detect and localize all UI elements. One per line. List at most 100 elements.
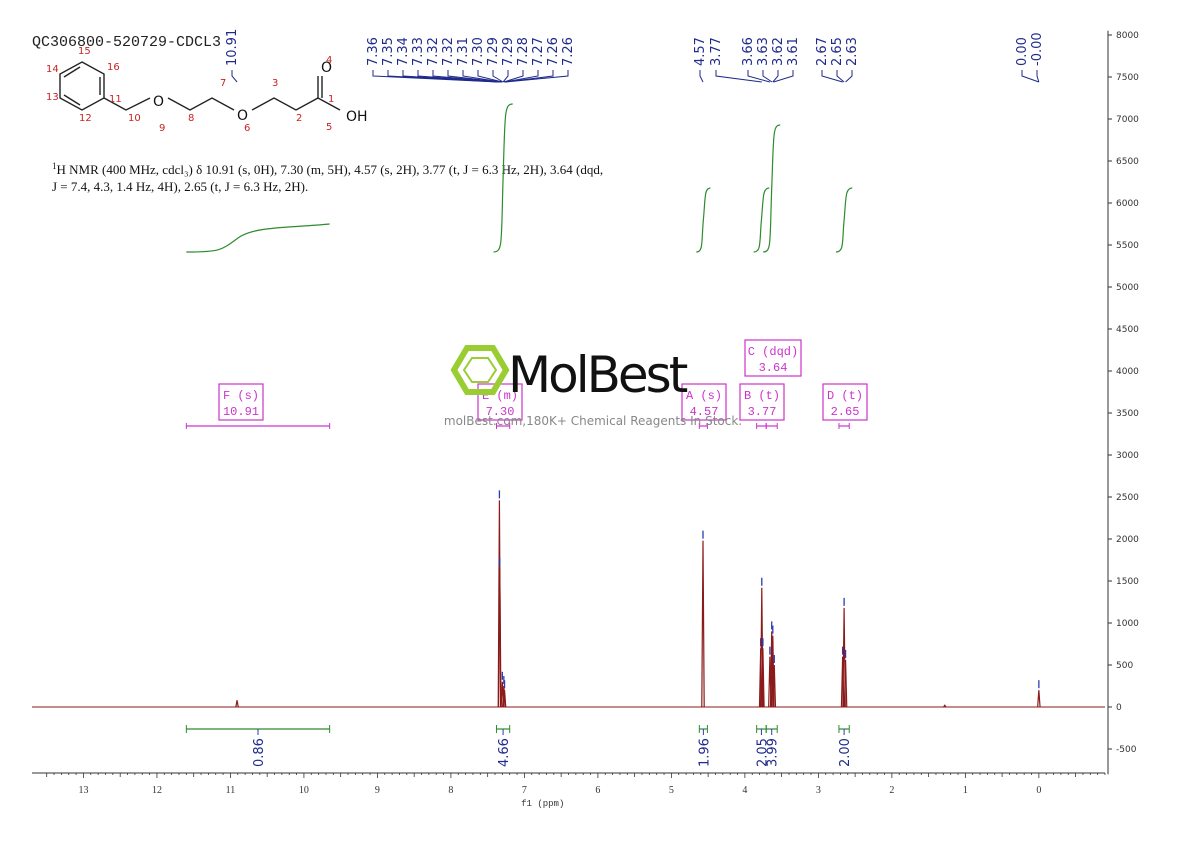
integral-value: 3.99 <box>766 738 781 767</box>
x-axis-label: f1 (ppm) <box>521 799 564 809</box>
y-tick-label: 3500 <box>1116 409 1139 419</box>
peak-label: 7.35 <box>381 37 396 66</box>
peak-label: 0.00 <box>1015 37 1030 66</box>
peak-label: 3.66 <box>741 37 756 66</box>
peak-label-connector <box>762 70 773 83</box>
atom-number: 1 <box>328 94 334 105</box>
x-tick-label: 2 <box>889 785 894 796</box>
hetero-atom-label: OH <box>346 109 368 125</box>
integrals: 0.86 4.66 1.96 2.053.99 2.00 <box>185 103 853 767</box>
peak-label: 7.26 <box>561 37 576 66</box>
x-tick-label: 13 <box>78 785 88 796</box>
multiplet-label: D (t) <box>827 389 863 403</box>
peak-label: 7.29 <box>501 37 516 66</box>
multiplet-shift: 3.77 <box>748 405 777 419</box>
x-tick-label: 9 <box>375 785 380 796</box>
y-tick-label: 8000 <box>1116 31 1139 41</box>
peak-label-connector <box>773 70 794 83</box>
x-tick-label: 10 <box>299 785 309 796</box>
peak-label: 7.36 <box>366 37 381 66</box>
y-tick-label: 7000 <box>1116 115 1139 125</box>
atom-number: 6 <box>244 123 250 134</box>
multiplet-label: B (t) <box>744 389 780 403</box>
spectrum-peak <box>502 685 506 708</box>
watermark-brand: MolBest <box>508 346 688 404</box>
watermark-logo-icon <box>450 345 510 395</box>
x-tick-label: 7 <box>522 785 527 796</box>
spectrum <box>32 490 1105 708</box>
spectrum-peak <box>235 700 239 708</box>
multiplet-label: C (dqd) <box>748 345 798 359</box>
nmr-description: 1H NMR (400 MHz, cdcl₃) δ 10.91 (s, 0H),… <box>52 161 603 194</box>
y-tick-label: 0 <box>1116 703 1122 713</box>
x-tick-label: 6 <box>595 785 600 796</box>
y-tick-label: 1500 <box>1116 577 1139 587</box>
y-tick-label: 5500 <box>1116 241 1139 251</box>
peak-label-connector <box>502 70 509 83</box>
multiplet-box <box>744 339 802 377</box>
x-tick-label: 5 <box>669 785 674 796</box>
atom-number: 8 <box>188 113 194 124</box>
atom-number: 10 <box>128 113 141 124</box>
spectrum-peak <box>701 540 705 708</box>
integral-value: 0.86 <box>252 738 267 767</box>
atom-number: 7 <box>220 78 226 89</box>
peak-label-connector <box>503 70 524 83</box>
peak-label-connector <box>821 70 843 83</box>
peak-label: 7.29 <box>486 37 501 66</box>
y-tick-label: 6500 <box>1116 157 1139 167</box>
integral-value: 4.66 <box>497 738 512 767</box>
peak-label: 7.28 <box>516 37 531 66</box>
peak-label-connector <box>845 70 853 83</box>
integral-curve <box>696 187 711 253</box>
atom-number: 11 <box>109 94 122 105</box>
x-tick-label: 8 <box>448 785 453 796</box>
peak-label: 2.67 <box>815 37 830 66</box>
y-axis: -500 0 500 1000 1500 2000 2500 3000 3500 4000 4500… <box>1107 30 1139 775</box>
integral-curve <box>763 124 781 253</box>
y-tick-label: 4000 <box>1116 367 1139 377</box>
y-tick-label: 4500 <box>1116 325 1139 335</box>
watermark-tagline: molBest.com,180K+ Chemical Reagents In S… <box>444 414 742 428</box>
x-tick-label: 1 <box>963 785 968 796</box>
integral-curve <box>835 187 853 253</box>
atom-number: 3 <box>272 78 278 89</box>
hetero-atom-label: O <box>153 94 164 110</box>
peak-label: 3.63 <box>756 37 771 66</box>
spectrum-peak <box>1037 690 1041 708</box>
hetero-atom-label: O <box>321 60 332 76</box>
y-tick-label: 1000 <box>1116 619 1139 629</box>
y-tick-label: 5000 <box>1116 283 1139 293</box>
x-tick-label: 12 <box>152 785 162 796</box>
y-tick-label: 500 <box>1116 661 1133 671</box>
peak-label: 7.33 <box>411 37 426 66</box>
spectrum-peak <box>497 568 502 708</box>
y-tick-label: 2000 <box>1116 535 1139 545</box>
peak-label-connector <box>477 70 503 83</box>
y-tick-label: 3000 <box>1116 451 1139 461</box>
chain-bonds-3 <box>251 97 319 111</box>
x-axis: 13 12 11 10 9 8 7 6 5 4 3 2 1 0f1 (ppm) <box>32 772 1106 809</box>
multiplet-shift: 4.57 <box>690 405 719 419</box>
multiplet-label: F (s) <box>223 389 259 403</box>
peak-label: 2.65 <box>830 37 845 66</box>
peak-label: 3.77 <box>709 37 724 66</box>
atom-number: 14 <box>46 64 59 75</box>
spectrum-peak <box>772 664 777 708</box>
atom-number: 5 <box>326 122 332 133</box>
y-tick-label: 2500 <box>1116 493 1139 503</box>
multiplet-box <box>218 383 264 421</box>
atom-number: 15 <box>78 46 91 57</box>
peak-label-connector <box>1021 70 1040 83</box>
peak-label-connector <box>462 70 502 83</box>
peak-label: 4.57 <box>693 37 708 66</box>
multiplet-label: A (s) <box>686 389 722 403</box>
integral-value: 2.00 <box>838 738 853 767</box>
peak-label-connector <box>699 70 704 83</box>
y-tick-label: 6000 <box>1116 199 1139 209</box>
peak-label: -0.00 <box>1030 32 1045 66</box>
y-tick-label: -500 <box>1116 745 1137 755</box>
chemical-structure <box>59 61 341 111</box>
multiplet-shift: 7.30 <box>486 405 515 419</box>
y-tick-label: 7500 <box>1116 73 1139 83</box>
